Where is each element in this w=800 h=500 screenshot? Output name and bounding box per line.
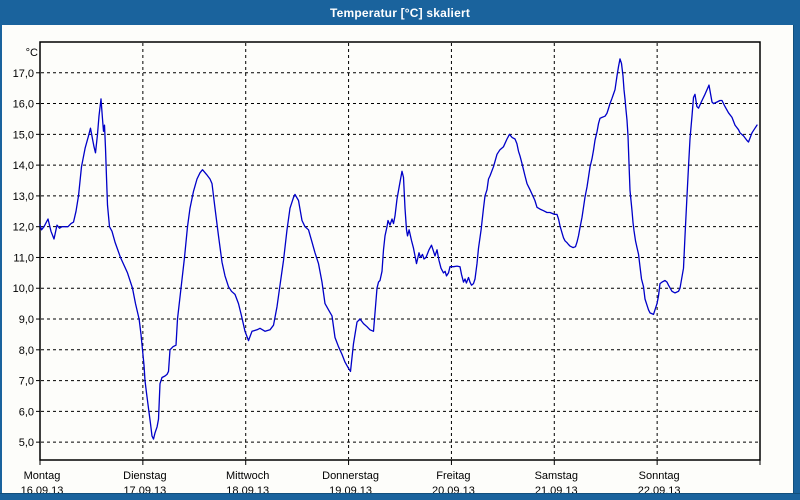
- y-axis-tick-label: 13,0: [13, 191, 34, 203]
- x-axis-day-label: Samstag: [535, 470, 578, 482]
- title-bar: Temperatur [°C] skaliert: [0, 0, 800, 25]
- window-border-right: [793, 25, 800, 500]
- y-axis-tick-label: 6,0: [19, 406, 34, 418]
- y-axis-tick-label: 12,0: [13, 222, 34, 234]
- x-axis-day-label: Sonntag: [639, 470, 680, 482]
- y-axis-unit-label: °C: [26, 47, 38, 59]
- y-axis-tick-label: 15,0: [13, 129, 34, 141]
- x-axis-day-label: Freitag: [436, 470, 470, 482]
- x-axis-day-label: Mittwoch: [226, 470, 269, 482]
- x-axis-day-label: Dienstag: [123, 470, 166, 482]
- y-axis-tick-label: 10,0: [13, 283, 34, 295]
- x-axis-day-label: Donnerstag: [322, 470, 379, 482]
- y-axis-tick-label: 14,0: [13, 160, 34, 172]
- y-axis-tick-label: 16,0: [13, 99, 34, 111]
- y-axis-tick-label: 9,0: [19, 314, 34, 326]
- x-axis-day-label: Montag: [24, 470, 61, 482]
- y-axis-tick-label: 5,0: [19, 437, 34, 449]
- window-title: Temperatur [°C] skaliert: [329, 5, 471, 20]
- y-axis-tick-label: 17,0: [13, 68, 34, 80]
- y-axis-tick-label: 7,0: [19, 376, 34, 388]
- y-axis-tick-label: 11,0: [13, 252, 34, 264]
- window-border-left: [0, 25, 2, 500]
- plot-frame: [39, 41, 761, 461]
- temperature-line: [39, 58, 758, 440]
- window-border-bottom: [0, 493, 800, 500]
- y-axis-tick-label: 8,0: [19, 345, 34, 357]
